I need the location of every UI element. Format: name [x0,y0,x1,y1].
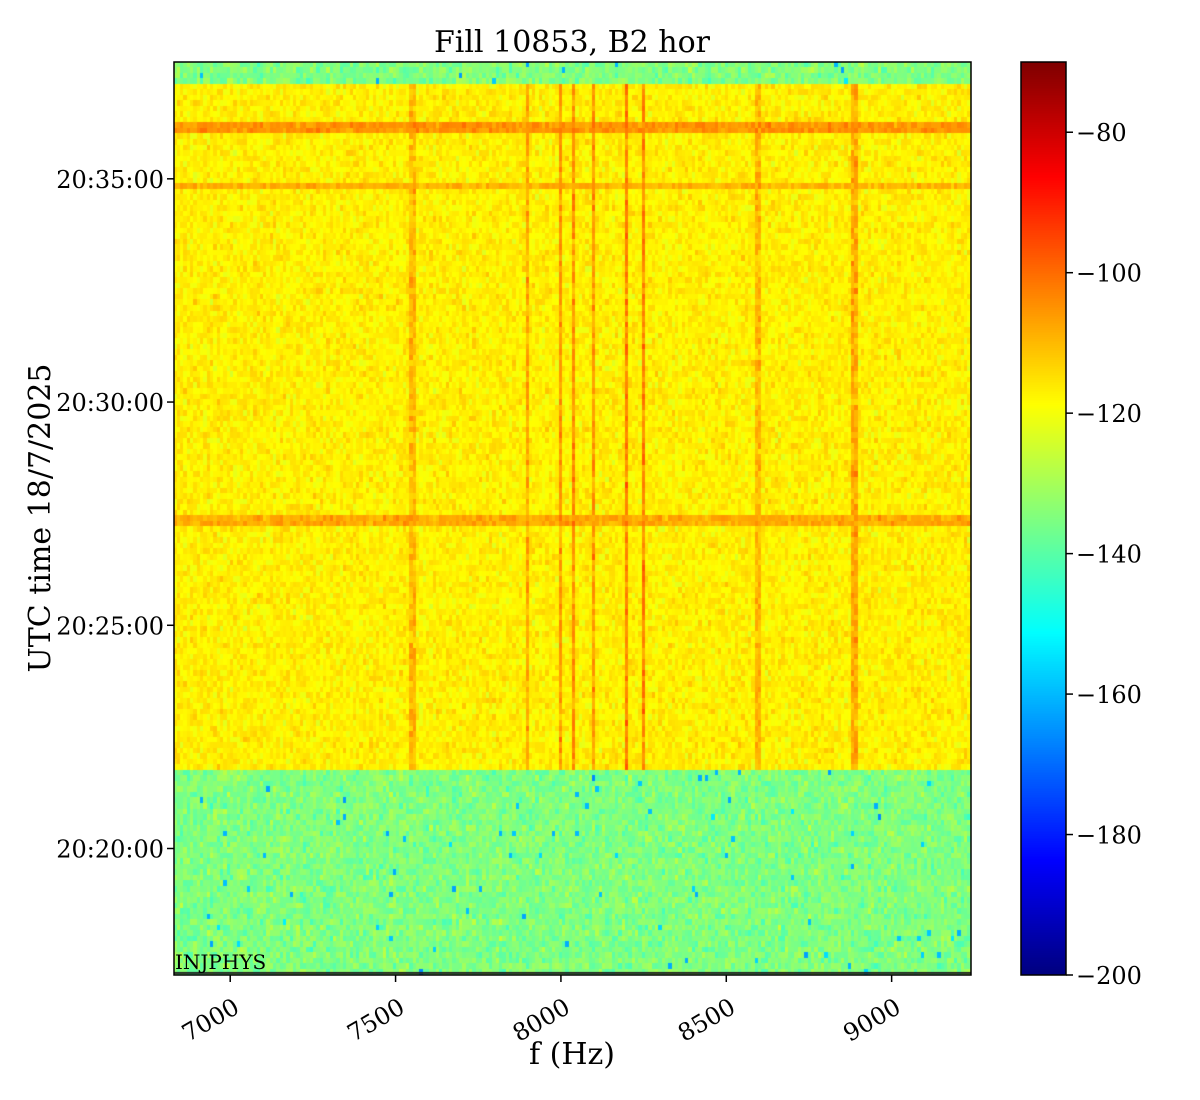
y-tick-label: 20:20:00 [56,836,164,864]
annotations: INJPHYS [175,950,266,974]
colorbar-tick-label: −160 [1076,681,1142,709]
x-tick-label: 7000 [177,993,244,1048]
y-axis-ticks: 20:20:00 20:25:00 20:30:00 20:35:00 [56,166,174,864]
colorbar-tick-label: −180 [1076,822,1142,850]
x-axis-label: f (Hz) [529,1037,615,1072]
colorbar-gradient [1021,62,1066,975]
annotation-label: INJPHYS [175,950,266,974]
spectrogram-heatmap [174,62,971,975]
y-tick-label: 20:30:00 [56,389,164,417]
plot-frame [173,61,972,976]
chart-title: Fill 10853, B2 hor [434,25,711,60]
y-tick-label: 20:25:00 [56,612,164,640]
x-tick-label: 8500 [673,993,740,1048]
colorbar-frame [1020,61,1067,976]
y-axis-label: UTC time 18/7/2025 [23,364,58,673]
x-tick-label: 7500 [342,993,409,1048]
colorbar-tick-label: −80 [1076,119,1127,147]
colorbar-tick-label: −120 [1076,400,1142,428]
colorbar-tick-label: −140 [1076,541,1142,569]
y-tick-label: 20:35:00 [56,166,164,194]
x-tick-label: 9000 [839,993,906,1048]
colorbar-ticks: −80 −100 −120 −140 −160 −180 −200 [1066,119,1142,990]
colorbar-tick-label: −200 [1076,962,1142,990]
colorbar-tick-label: −100 [1076,260,1142,288]
